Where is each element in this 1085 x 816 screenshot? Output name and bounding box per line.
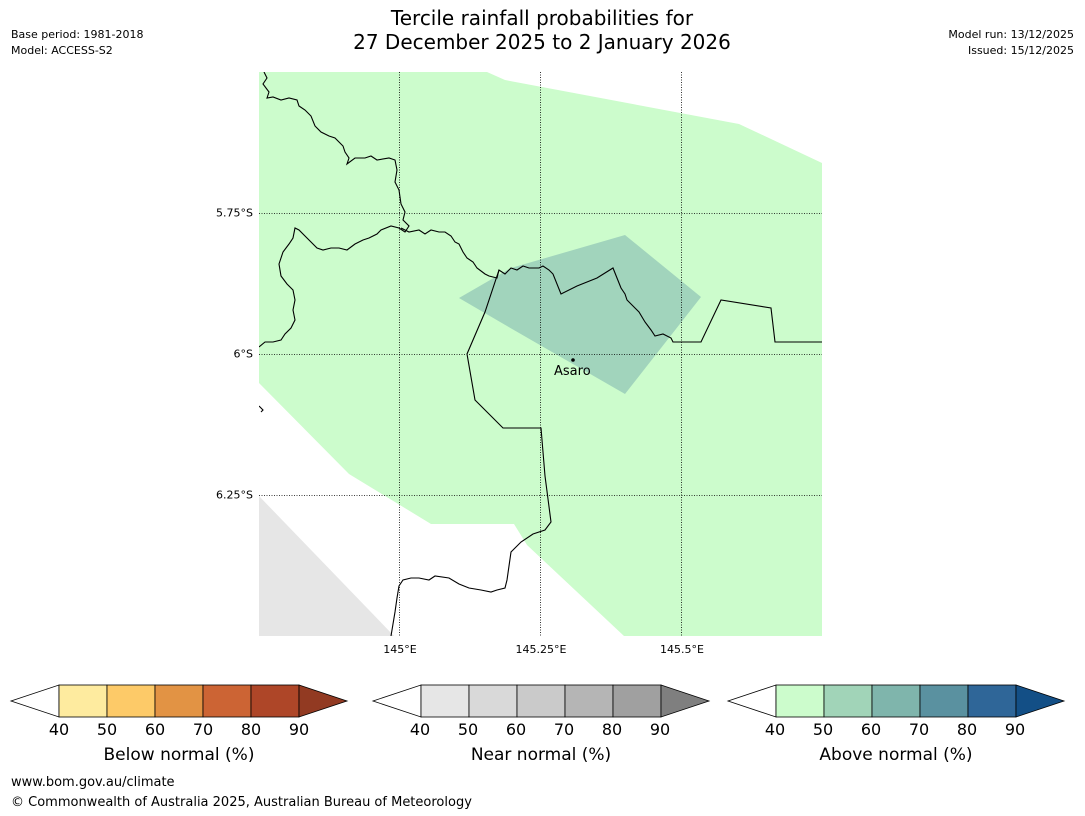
- lat-label-5-75: 5.75°S: [216, 206, 253, 220]
- map-svg: [259, 72, 822, 636]
- colorbars-svg: [9, 684, 1066, 718]
- above-colorbar-segment-5: [967, 684, 1017, 718]
- above-normal-40-50-region: [259, 72, 822, 636]
- issued-text: Issued: 15/12/2025: [967, 44, 1074, 57]
- below-colorbar-segment-4: [202, 684, 252, 718]
- near-colorbar-segment-4: [564, 684, 614, 718]
- below-colorbar-low-extension: [9, 684, 60, 718]
- above-tick-60: 60: [860, 720, 882, 739]
- near-normal-40-50-region: [259, 496, 394, 636]
- near-tick-80: 80: [601, 720, 623, 739]
- near-tick-90: 90: [649, 720, 671, 739]
- above-tick-50: 50: [812, 720, 834, 739]
- colorbar-near-title: Near normal (%): [470, 745, 612, 765]
- border-central: [400, 227, 822, 343]
- border-north: [259, 72, 410, 348]
- above-colorbar-segment-4: [919, 684, 969, 718]
- base-period-text: Base period: 1981-2018: [11, 28, 144, 41]
- model-run-text: Model run: 13/12/2025: [948, 28, 1074, 41]
- below-colorbar-segment-3: [154, 684, 204, 718]
- above-tick-90: 90: [1004, 720, 1026, 739]
- above-normal-50-60-region: [459, 235, 701, 394]
- lat-label-6-25: 6.25°S: [216, 488, 253, 502]
- near-tick-70: 70: [553, 720, 575, 739]
- below-tick-80: 80: [240, 720, 262, 739]
- colorbar-near-normal: [371, 684, 711, 718]
- above-tick-70: 70: [908, 720, 930, 739]
- near-colorbar-low-extension: [371, 684, 422, 718]
- above-colorbar-segment-3: [871, 684, 921, 718]
- asaro-marker: [571, 358, 575, 362]
- above-colorbar-high-extension: [1015, 684, 1066, 718]
- below-colorbar-high-extension: [298, 684, 349, 718]
- below-tick-50: 50: [96, 720, 118, 739]
- above-colorbar-low-extension: [726, 684, 777, 718]
- near-tick-60: 60: [505, 720, 527, 739]
- asaro-label: Asaro: [554, 364, 591, 379]
- near-colorbar-segment-5: [612, 684, 662, 718]
- province-borders: [259, 72, 822, 636]
- near-colorbar-segment-2: [468, 684, 518, 718]
- above-tick-40: 40: [764, 720, 786, 739]
- lat-label-6: 6°S: [233, 347, 253, 361]
- above-tick-80: 80: [956, 720, 978, 739]
- border-west-fragment: [259, 405, 264, 413]
- title-line-2: 27 December 2025 to 2 January 2026: [353, 30, 731, 54]
- title-line-1: Tercile rainfall probabilities for: [390, 6, 694, 30]
- below-colorbar-segment-1: [58, 684, 108, 718]
- near-colorbar-segment-1: [420, 684, 470, 718]
- lon-label-145-25: 145.25°E: [515, 643, 567, 656]
- colorbar-below-normal: [9, 684, 349, 718]
- copyright-text: © Commonwealth of Australia 2025, Austra…: [11, 795, 472, 810]
- lon-label-145: 145°E: [383, 643, 417, 656]
- near-tick-50: 50: [457, 720, 479, 739]
- near-tick-40: 40: [409, 720, 431, 739]
- model-text: Model: ACCESS-S2: [11, 44, 113, 57]
- above-colorbar-segment-2: [823, 684, 873, 718]
- above-colorbar-segment-1: [775, 684, 825, 718]
- colorbar-above-title: Above normal (%): [819, 745, 973, 765]
- colorbar-above-normal: [726, 684, 1066, 718]
- colorbar-below-title: Below normal (%): [103, 745, 255, 765]
- near-colorbar-segment-3: [516, 684, 566, 718]
- probability-map: [259, 72, 822, 636]
- below-colorbar-segment-5: [250, 684, 300, 718]
- website-text: www.bom.gov.au/climate: [11, 775, 175, 790]
- near-colorbar-high-extension: [660, 684, 711, 718]
- below-tick-90: 90: [288, 720, 310, 739]
- below-tick-70: 70: [192, 720, 214, 739]
- border-south: [390, 269, 552, 636]
- lon-label-145-5: 145.5°E: [660, 643, 704, 656]
- below-colorbar-segment-2: [106, 684, 156, 718]
- below-tick-40: 40: [48, 720, 70, 739]
- map-title: Tercile rainfall probabilities for 27 De…: [292, 6, 792, 54]
- below-tick-60: 60: [144, 720, 166, 739]
- graticule: [259, 72, 822, 636]
